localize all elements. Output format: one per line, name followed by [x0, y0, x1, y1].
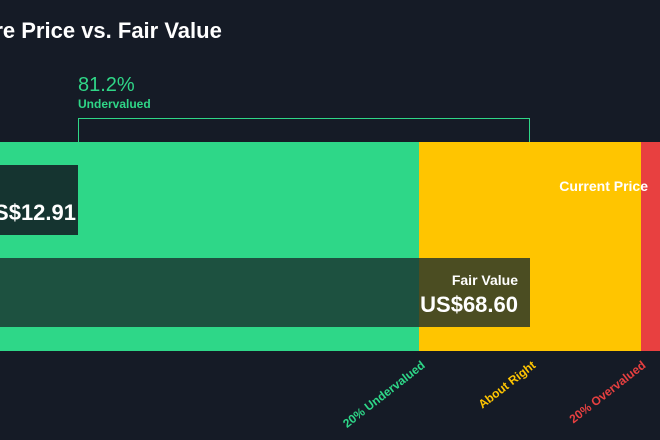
current-price-value: US$12.91 — [0, 200, 76, 225]
current-price-box — [0, 165, 78, 235]
overvalued-zone — [641, 142, 660, 351]
current-price-label: Current Price — [559, 178, 648, 194]
fair-value-label: Fair Value — [451, 272, 518, 288]
discount-percent: 81.2% — [78, 74, 135, 96]
discount-bracket — [78, 118, 530, 142]
fair-value-bar — [0, 258, 530, 327]
zone-label-about-right: About Right — [475, 358, 539, 412]
zone-label-undervalued: 20% Undervalued — [339, 358, 428, 431]
valuation-status: Undervalued — [78, 97, 151, 111]
fair-value-value: US$68.60 — [420, 292, 518, 317]
zone-label-overvalued: 20% Overvalued — [566, 358, 649, 427]
chart-title: Share Price vs. Fair Value — [0, 18, 222, 43]
